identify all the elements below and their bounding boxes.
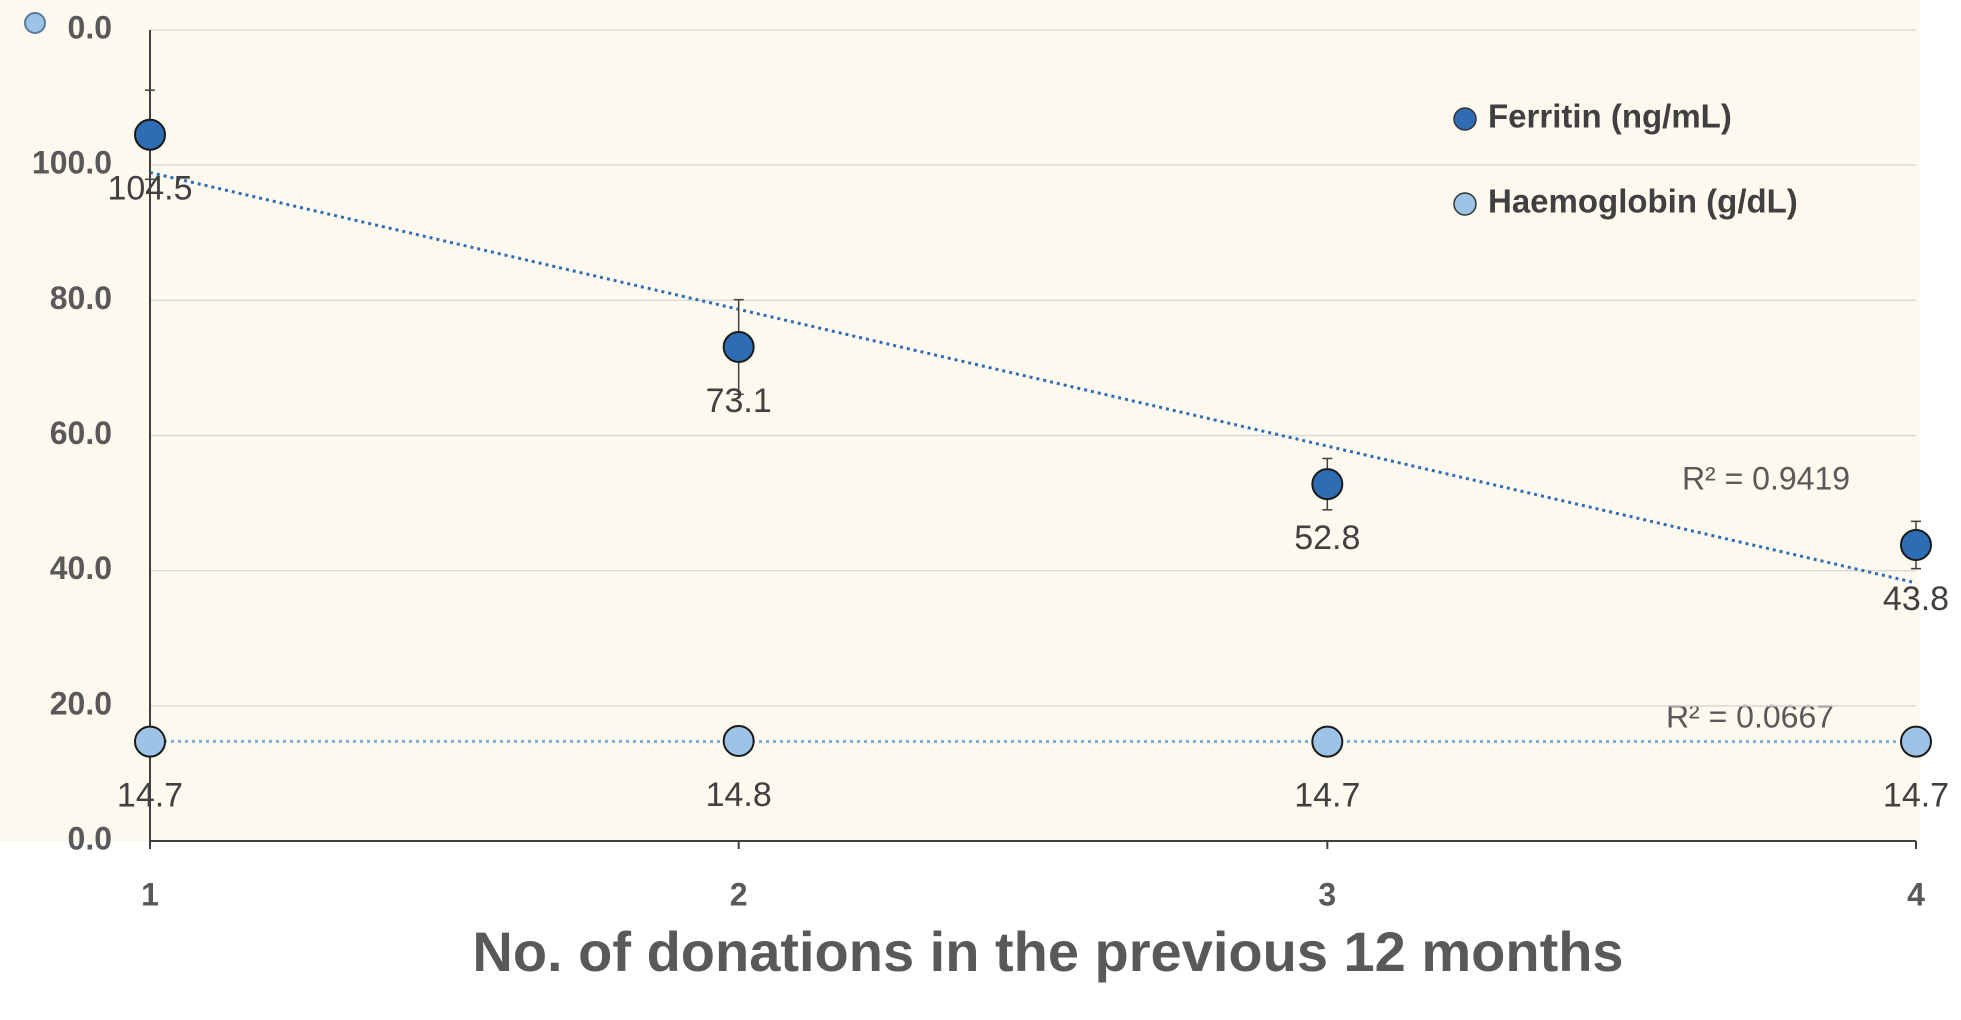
- r-squared: R² = 0.0667: [1666, 698, 1834, 734]
- legend-marker: [1453, 192, 1477, 216]
- x-axis-title: No. of donations in the previous 12 mont…: [472, 920, 1623, 983]
- r-squared: R² = 0.9419: [1682, 460, 1850, 496]
- plot-background: [0, 0, 1920, 842]
- y-tick-label: 20.0: [50, 685, 112, 721]
- y-tick-label: 100.0: [32, 145, 112, 181]
- y-tick-label: 40.0: [50, 550, 112, 586]
- y-tick-label: 60.0: [50, 415, 112, 451]
- legend-marker: [1453, 107, 1477, 131]
- x-tick-label: 2: [730, 876, 748, 912]
- data-label: 14.7: [1883, 777, 1949, 815]
- data-label: 52.8: [1294, 519, 1360, 557]
- x-tick-label: 3: [1318, 876, 1336, 912]
- y-tick-label: 80.0: [50, 280, 112, 316]
- legend-label: Haemoglobin (g/dL): [1488, 183, 1798, 220]
- data-label: 104.5: [107, 170, 192, 208]
- point: [722, 724, 755, 757]
- data-label: 14.7: [117, 777, 183, 815]
- point: [722, 330, 755, 363]
- point: [1311, 468, 1344, 501]
- stray-marker: [24, 12, 46, 34]
- x-tick-label: 4: [1907, 876, 1925, 912]
- point: [1900, 725, 1932, 758]
- y-tick-label: 0.0: [68, 9, 112, 45]
- data-label: 73.1: [706, 382, 772, 420]
- trendline: [149, 171, 1917, 585]
- data-label: 43.8: [1883, 580, 1949, 618]
- point: [134, 118, 166, 151]
- y-tick-label: 0.0: [68, 820, 112, 856]
- point: [1900, 528, 1932, 561]
- point: [134, 725, 166, 758]
- legend-label: Ferritin (ng/mL): [1488, 98, 1732, 135]
- x-tick-label: 1: [141, 876, 159, 912]
- point: [1311, 725, 1344, 758]
- data-label: 14.8: [706, 776, 772, 814]
- data-label: 14.7: [1294, 777, 1360, 815]
